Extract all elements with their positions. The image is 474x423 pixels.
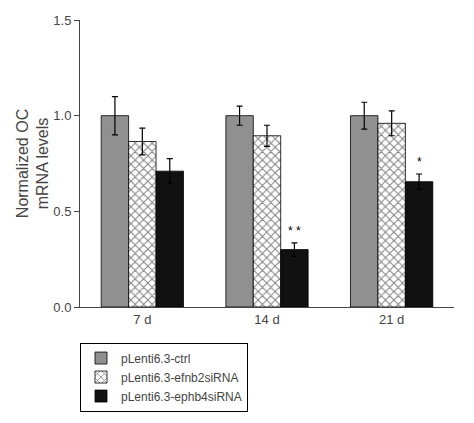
svg-text:pLenti6.3-efnb2siRNA: pLenti6.3-efnb2siRNA (121, 371, 238, 385)
svg-text:7 d: 7 d (133, 312, 151, 327)
svg-text:*: * (417, 155, 422, 169)
svg-text:pLenti6.3-ctrl: pLenti6.3-ctrl (121, 352, 190, 366)
svg-text:pLenti6.3-ephb4siRNA: pLenti6.3-ephb4siRNA (121, 390, 242, 404)
svg-text:21 d: 21 d (379, 312, 404, 327)
svg-text:0.5: 0.5 (53, 204, 71, 219)
svg-text:1.5: 1.5 (53, 13, 71, 28)
svg-text:1.0: 1.0 (53, 108, 71, 123)
svg-text:Normalized OCmRNA levels: Normalized OCmRNA levels (14, 109, 52, 218)
svg-text:14 d: 14 d (254, 312, 279, 327)
svg-text:* *: * * (288, 224, 301, 238)
svg-text:0.0: 0.0 (53, 300, 71, 315)
